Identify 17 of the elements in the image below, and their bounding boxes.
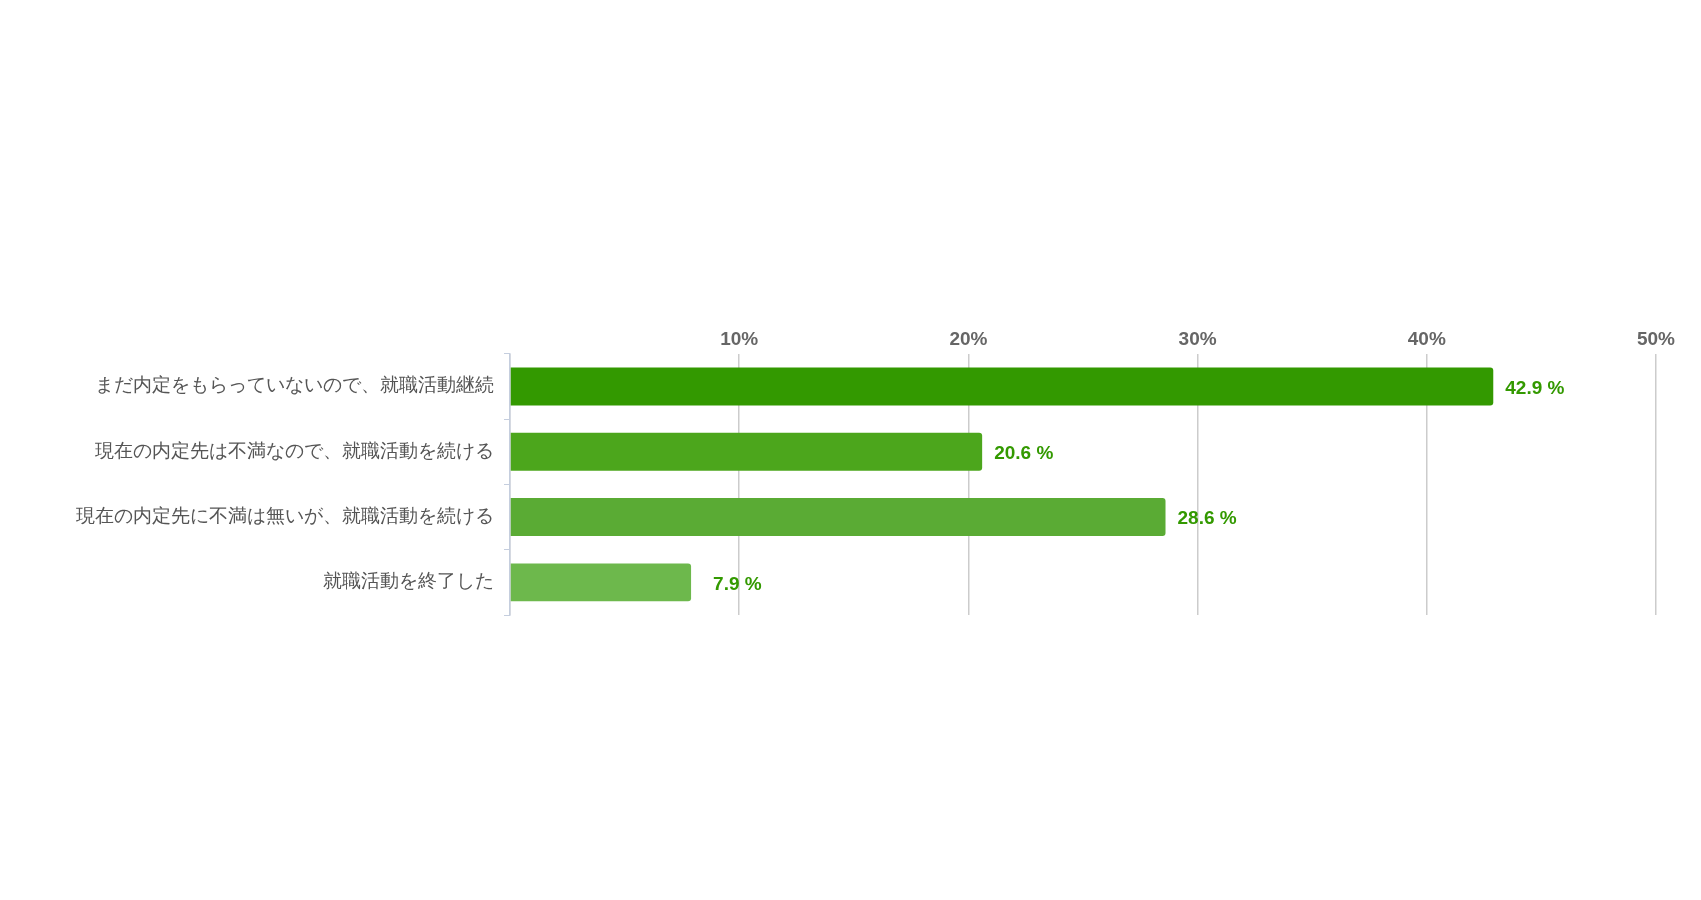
bar: [510, 432, 983, 471]
x-tick-label: 20%: [949, 327, 988, 349]
y-tick-label: まだ内定をもらっていないので、就職活動継続: [95, 373, 494, 396]
bar: [510, 367, 1494, 406]
x-tick-label: 40%: [1407, 327, 1446, 349]
x-tick-label: 50%: [1636, 327, 1676, 349]
x-tick-label: 10%: [720, 327, 759, 349]
y-tick-label: 現在の内定先に不満は無いが、就職活動を続ける: [76, 503, 494, 526]
bar: [510, 563, 692, 602]
data-label: 7.9 %: [713, 572, 762, 594]
x-tick-label: 30%: [1178, 327, 1217, 349]
y-tick-label: 現在の内定先は不満なので、就職活動を続ける: [95, 438, 494, 461]
y-tick-label: 就職活動を終了した: [323, 569, 494, 592]
bar: [510, 498, 1166, 536]
data-label: 20.6 %: [994, 441, 1054, 463]
data-label: 42.9 %: [1505, 376, 1565, 398]
data-label: 28.6 %: [1177, 507, 1237, 529]
